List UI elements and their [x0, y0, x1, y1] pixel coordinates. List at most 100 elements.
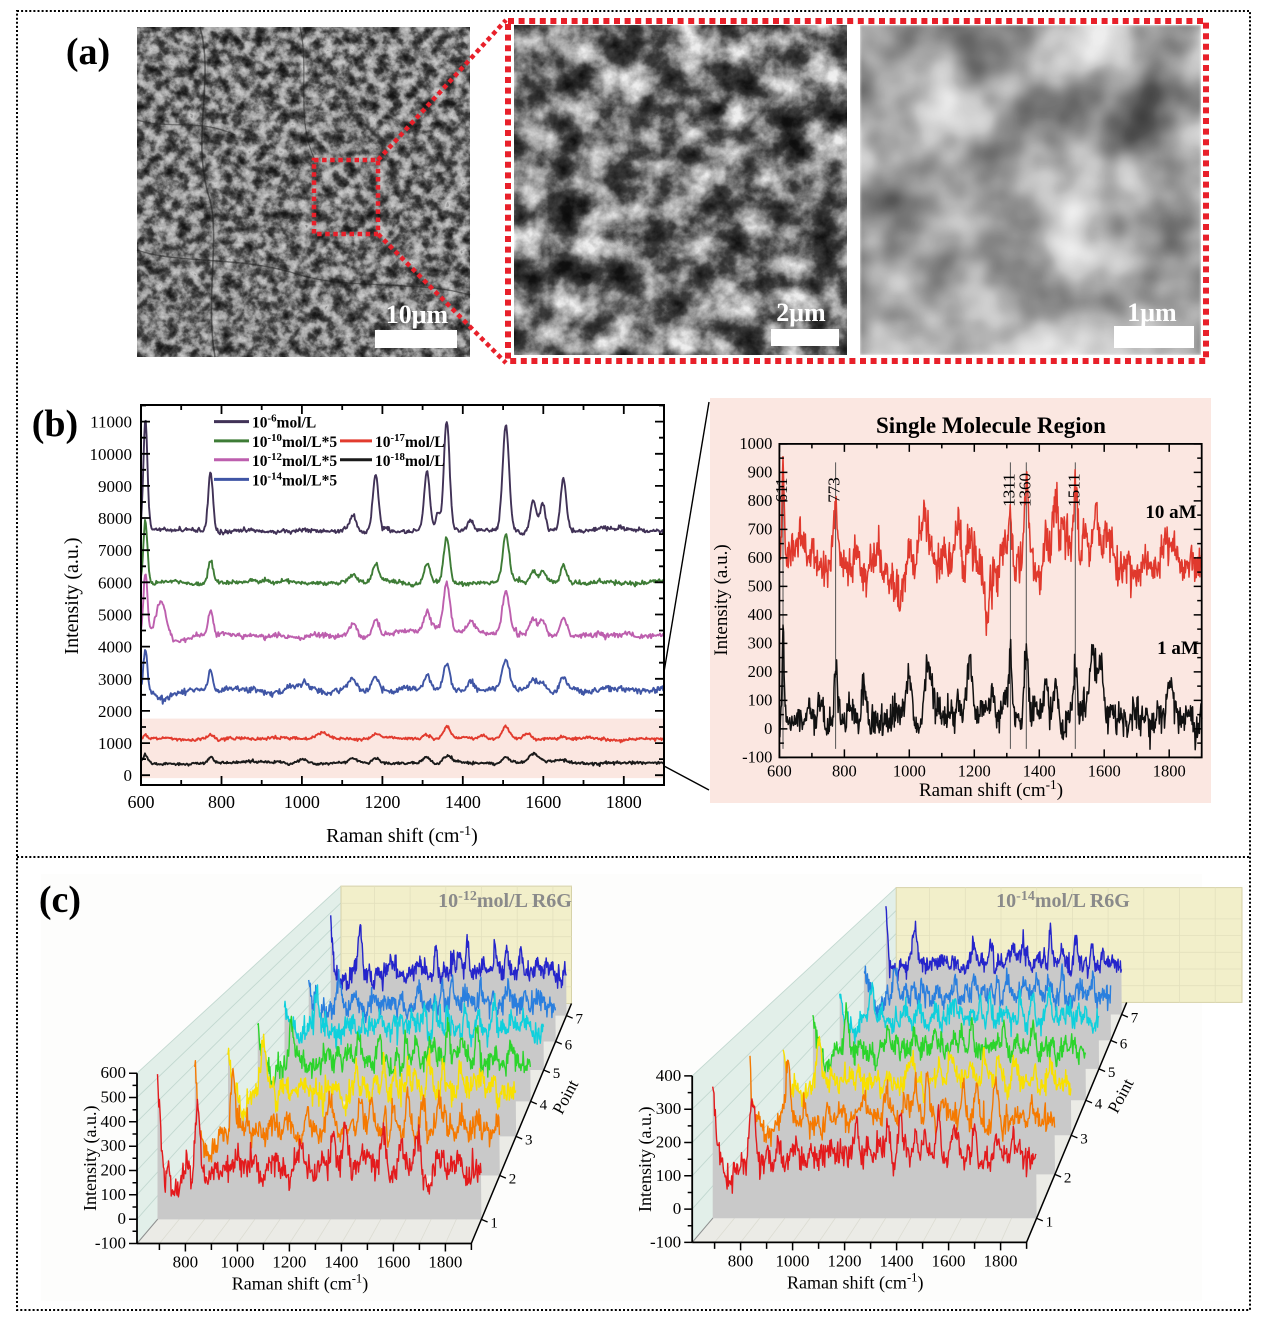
svg-text:6: 6	[1120, 1036, 1128, 1052]
svg-text:1: 1	[1046, 1214, 1054, 1230]
svg-text:3000: 3000	[98, 670, 132, 689]
svg-text:1000: 1000	[220, 1253, 254, 1272]
svg-text:(b): (b)	[32, 403, 78, 445]
svg-text:10-17mol/L: 10-17mol/L	[375, 432, 445, 451]
svg-text:1600: 1600	[932, 1251, 966, 1270]
svg-text:5: 5	[553, 1066, 561, 1082]
svg-text:9000: 9000	[98, 477, 132, 496]
svg-text:300: 300	[656, 1099, 682, 1118]
svg-text:0: 0	[118, 1209, 127, 1228]
svg-text:1000: 1000	[776, 1251, 810, 1270]
svg-text:1400: 1400	[1023, 761, 1056, 780]
svg-text:1800: 1800	[428, 1253, 462, 1272]
svg-text:1600: 1600	[1088, 761, 1121, 780]
svg-text:(a): (a)	[66, 31, 110, 73]
svg-text:200: 200	[101, 1161, 127, 1180]
svg-text:400: 400	[656, 1066, 682, 1085]
svg-text:1200: 1200	[364, 792, 400, 812]
svg-text:10-14mol/L*5: 10-14mol/L*5	[252, 470, 337, 489]
svg-text:Intensity (a.u.): Intensity (a.u.)	[711, 544, 732, 655]
svg-text:0: 0	[124, 766, 133, 785]
svg-text:773: 773	[825, 477, 844, 503]
svg-text:1511: 1511	[1064, 473, 1083, 506]
svg-text:1800: 1800	[984, 1251, 1018, 1270]
svg-text:4000: 4000	[98, 638, 132, 657]
svg-text:500: 500	[748, 576, 773, 595]
svg-text:1360: 1360	[1015, 473, 1034, 507]
svg-text:500: 500	[101, 1088, 127, 1107]
svg-text:(c): (c)	[39, 879, 81, 921]
svg-text:400: 400	[101, 1112, 127, 1131]
svg-text:10 aM: 10 aM	[1145, 502, 1196, 523]
svg-text:8000: 8000	[98, 509, 132, 528]
svg-text:1000: 1000	[98, 734, 132, 753]
svg-text:800: 800	[208, 792, 235, 812]
svg-text:800: 800	[832, 761, 857, 780]
svg-text:Intensity (a.u.): Intensity (a.u.)	[80, 1106, 101, 1211]
svg-text:1200: 1200	[958, 761, 991, 780]
svg-text:1μm: 1μm	[1127, 298, 1177, 327]
svg-text:Intensity (a.u.): Intensity (a.u.)	[635, 1106, 656, 1211]
svg-text:300: 300	[748, 633, 773, 652]
svg-text:4: 4	[540, 1097, 548, 1113]
svg-text:600: 600	[101, 1063, 127, 1082]
svg-text:1600: 1600	[376, 1253, 410, 1272]
svg-text:3: 3	[1080, 1131, 1088, 1147]
svg-text:700: 700	[748, 519, 773, 538]
svg-text:10-10mol/L*5: 10-10mol/L*5	[252, 432, 337, 451]
svg-text:1800: 1800	[1153, 761, 1186, 780]
svg-text:-100: -100	[95, 1234, 126, 1253]
svg-text:2: 2	[1064, 1170, 1072, 1186]
svg-text:Raman shift (cm-1): Raman shift (cm-1)	[919, 777, 1063, 802]
svg-text:800: 800	[173, 1253, 199, 1272]
svg-text:1600: 1600	[525, 792, 561, 812]
svg-text:6: 6	[565, 1038, 573, 1054]
svg-text:600: 600	[128, 792, 155, 812]
svg-text:7: 7	[1131, 1011, 1139, 1027]
svg-text:10-18mol/L: 10-18mol/L	[375, 451, 445, 470]
svg-text:-100: -100	[650, 1232, 681, 1251]
svg-text:0: 0	[673, 1199, 682, 1218]
svg-text:10000: 10000	[90, 445, 133, 464]
svg-text:7: 7	[576, 1012, 584, 1028]
svg-text:200: 200	[748, 662, 773, 681]
svg-text:611: 611	[772, 478, 791, 503]
svg-text:300: 300	[101, 1136, 127, 1155]
svg-text:2μm: 2μm	[776, 298, 826, 327]
svg-text:400: 400	[748, 605, 773, 624]
svg-text:-100: -100	[742, 747, 772, 766]
svg-text:1400: 1400	[324, 1253, 358, 1272]
svg-text:100: 100	[748, 690, 773, 709]
svg-text:600: 600	[748, 548, 773, 567]
svg-text:2: 2	[509, 1172, 517, 1188]
svg-text:Raman shift (cm-1): Raman shift (cm-1)	[326, 824, 478, 848]
svg-text:1000: 1000	[739, 434, 772, 453]
svg-text:1000: 1000	[893, 761, 926, 780]
svg-text:1200: 1200	[272, 1253, 306, 1272]
svg-text:Raman shift (cm-1): Raman shift (cm-1)	[232, 1272, 368, 1295]
svg-text:5: 5	[1108, 1065, 1116, 1081]
svg-text:Raman shift (cm-1): Raman shift (cm-1)	[787, 1270, 923, 1293]
svg-text:800: 800	[748, 491, 773, 510]
svg-text:2000: 2000	[98, 702, 132, 721]
svg-text:1 aM: 1 aM	[1157, 638, 1199, 659]
svg-text:200: 200	[656, 1133, 682, 1152]
svg-text:Single Molecule Region: Single Molecule Region	[876, 413, 1106, 438]
svg-text:1400: 1400	[445, 792, 481, 812]
svg-text:6000: 6000	[98, 573, 132, 592]
svg-text:1800: 1800	[606, 792, 642, 812]
svg-text:Intensity (a.u.): Intensity (a.u.)	[61, 537, 83, 654]
svg-text:10μm: 10μm	[386, 300, 449, 329]
svg-text:800: 800	[728, 1251, 754, 1270]
svg-text:1400: 1400	[880, 1251, 914, 1270]
svg-text:1: 1	[490, 1215, 498, 1231]
svg-text:100: 100	[101, 1185, 127, 1204]
svg-text:0: 0	[764, 719, 772, 738]
svg-text:3: 3	[525, 1132, 533, 1148]
svg-text:1311: 1311	[999, 473, 1018, 506]
svg-text:10-12mol/L*5: 10-12mol/L*5	[252, 451, 337, 470]
svg-text:1200: 1200	[828, 1251, 862, 1270]
svg-text:1000: 1000	[284, 792, 320, 812]
svg-text:4: 4	[1095, 1096, 1103, 1112]
svg-text:11000: 11000	[90, 413, 132, 432]
